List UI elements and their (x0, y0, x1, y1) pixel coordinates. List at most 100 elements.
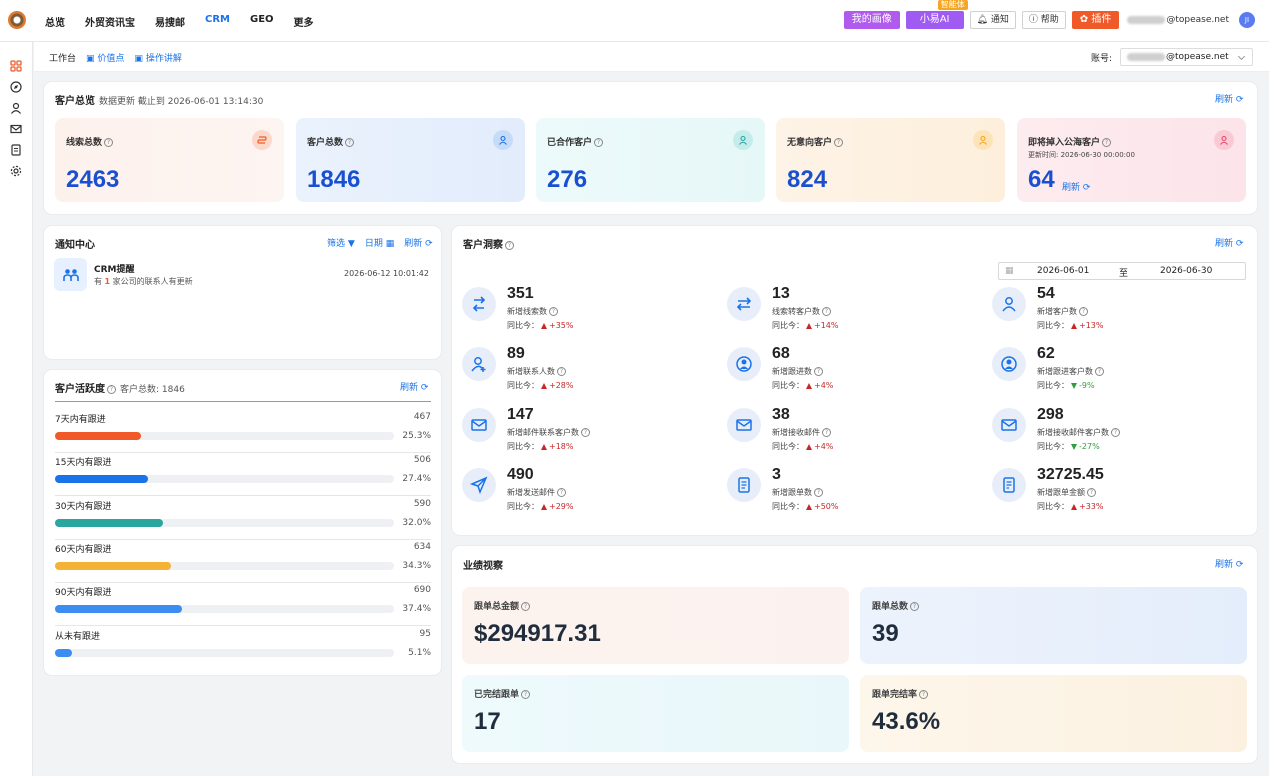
screen-icon: ▣ (86, 54, 95, 64)
insight-label-text: 线索转客户数 (772, 307, 820, 316)
total-order-amount-card[interactable]: 跟单总金额? $294917.31 (462, 587, 849, 664)
activity-title-text: 客户活跃度 (55, 384, 105, 395)
insight-label-text: 新增接收邮件客户数 (1037, 428, 1109, 437)
date-to[interactable]: 2026-06-30 (1160, 266, 1213, 276)
card-refresh-button[interactable]: 刷新 ⟳ (1062, 180, 1090, 193)
no-intent-customers-card[interactable]: 无意向客户? 824 (776, 118, 1005, 202)
nav-trade-news[interactable]: 外贸资讯宝 (85, 18, 135, 29)
help-icon[interactable]: ? (345, 138, 355, 147)
help-button[interactable]: ⓘ 帮助 (1021, 11, 1066, 29)
help-icon[interactable]: ? (1079, 307, 1088, 316)
activity-count: 634 (413, 541, 431, 552)
help-icon[interactable]: ? (1111, 428, 1120, 437)
insight-yoy: 同比今： -27% (1037, 441, 1100, 452)
value-points-link[interactable]: ▣ 价值点 (86, 51, 124, 64)
help-icon[interactable]: ? (505, 240, 514, 250)
yoy-label: 同比今： (772, 381, 804, 390)
notify-refresh-button[interactable]: 刷新 ⟳ (404, 236, 432, 249)
refresh-icon: ⟳ (1235, 560, 1244, 570)
notification-toolbar: 筛选 ▼ 日期 ▦ 刷新 ⟳ (327, 236, 433, 249)
help-icon[interactable]: ? (549, 307, 558, 316)
help-icon[interactable]: ? (1087, 488, 1096, 497)
help-icon[interactable]: ? (594, 138, 604, 147)
ai-button[interactable]: 小易AI 智能体 (905, 0, 968, 29)
dashboard-icon[interactable] (10, 60, 22, 72)
insight-label: 新增跟进数? (772, 366, 823, 377)
help-icon[interactable]: ? (1095, 367, 1104, 376)
calendar-icon: ▦ (1005, 266, 1014, 276)
activity-percent: 27.4% (402, 474, 431, 485)
nav-crm[interactable]: CRM (205, 14, 230, 25)
app-logo[interactable] (8, 11, 26, 29)
insight-label: 新增联系人数? (507, 366, 566, 377)
my-profile-button[interactable]: 我的画像 (843, 11, 900, 29)
nav-more[interactable]: 更多 (293, 18, 314, 29)
activity-refresh-button[interactable]: 刷新 ⟳ (400, 380, 428, 393)
notify-button[interactable]: 🔔︎ 通知 (969, 11, 1016, 29)
date-from[interactable]: 2026-06-01 (1037, 266, 1090, 276)
help-icon[interactable]: ? (919, 690, 929, 699)
help-icon[interactable]: ? (910, 602, 920, 611)
activity-label: 30天内有跟进 (55, 501, 112, 512)
user-icon[interactable] (10, 102, 22, 114)
help-icon[interactable]: ? (107, 384, 116, 394)
activity-title: 客户活跃度? 客户总数: 1846 (55, 380, 185, 395)
refresh-label: 刷新 (1215, 560, 1234, 570)
total-orders-card[interactable]: 跟单总数? 39 (860, 587, 1247, 664)
insight-yoy: 同比今： +33% (1037, 501, 1103, 512)
workbench-label[interactable]: 工作台 (49, 54, 77, 64)
yoy-label: 同比今： (1037, 502, 1069, 511)
tutorial-link[interactable]: ▣ 操作讲解 (134, 51, 181, 64)
insight-metric: 298 新增接收邮件客户数? 同比今： -27% (992, 406, 1242, 464)
public-pool-warning-card[interactable]: 即将掉入公海客户? 更新时间: 2026-06-30 00:00:00 64 刷… (1017, 118, 1246, 202)
refresh-label: 刷新 (1215, 239, 1234, 249)
yoy-label: 同比今： (772, 442, 804, 451)
nav-geo[interactable]: GEO (250, 14, 274, 25)
help-icon[interactable]: ? (834, 138, 844, 147)
filter-icon: ▼ (347, 239, 355, 249)
help-icon[interactable]: ? (822, 428, 831, 437)
notification-title[interactable]: CRM提醒 (94, 265, 135, 275)
overview-refresh-button[interactable]: 刷新 ⟳ (1215, 92, 1243, 105)
insight-metric: 147 新增邮件联系客户数? 同比今： +18% (462, 406, 712, 464)
help-icon[interactable]: ? (581, 428, 590, 437)
insight-label-text: 新增跟进客户数 (1037, 367, 1093, 376)
insight-value: 62 (1037, 345, 1055, 362)
avatar[interactable]: JI (1239, 12, 1255, 28)
order-completion-rate-card[interactable]: 跟单完结率? 43.6% (860, 675, 1247, 752)
help-icon[interactable]: ? (1102, 138, 1112, 147)
leads-total-card[interactable]: 线索总数? 2463 (55, 118, 284, 202)
help-icon[interactable]: ? (814, 488, 823, 497)
bell-icon: 🔔︎ (976, 15, 988, 25)
plugin-button[interactable]: ✿ 插件 (1071, 11, 1120, 29)
activity-row: 15天内有跟进 506 27.4% (55, 453, 431, 497)
help-icon[interactable]: ? (822, 307, 831, 316)
customers-total-card[interactable]: 客户总数? 1846 (296, 118, 525, 202)
nav-overview[interactable]: 总览 (45, 18, 65, 29)
progress-fill (55, 561, 172, 570)
help-icon[interactable]: ? (814, 367, 823, 376)
mail-icon[interactable] (10, 123, 22, 135)
help-icon[interactable]: ? (557, 488, 566, 497)
completed-orders-card[interactable]: 已完结跟单? 17 (462, 675, 849, 752)
cooperated-customers-card[interactable]: 已合作客户? 276 (536, 118, 765, 202)
user-email[interactable]: @topease.net (1127, 15, 1229, 25)
help-icon[interactable]: ? (557, 367, 566, 376)
filter-button[interactable]: 筛选 ▼ (327, 236, 355, 249)
account-select[interactable]: @topease.net (1120, 48, 1253, 66)
settings-icon[interactable] (10, 165, 22, 177)
document-icon[interactable] (10, 144, 22, 156)
nav-easy-mail[interactable]: 易搜邮 (155, 18, 185, 29)
performance-refresh-button[interactable]: 刷新 ⟳ (1215, 557, 1243, 570)
perf-value: 17 (474, 708, 501, 735)
compass-icon[interactable] (10, 81, 22, 93)
help-icon[interactable]: ? (104, 138, 114, 147)
insight-refresh-button[interactable]: 刷新 ⟳ (1215, 236, 1243, 249)
follow-icon (727, 347, 761, 381)
insight-value: 89 (507, 345, 525, 362)
help-icon[interactable]: ? (521, 602, 531, 611)
help-icon[interactable]: ? (521, 690, 531, 699)
date-range-picker[interactable]: ▦ 2026-06-01 至 2026-06-30 (998, 262, 1246, 280)
insight-label-text: 新增客户数 (1037, 307, 1077, 316)
date-button[interactable]: 日期 ▦ (365, 236, 394, 249)
